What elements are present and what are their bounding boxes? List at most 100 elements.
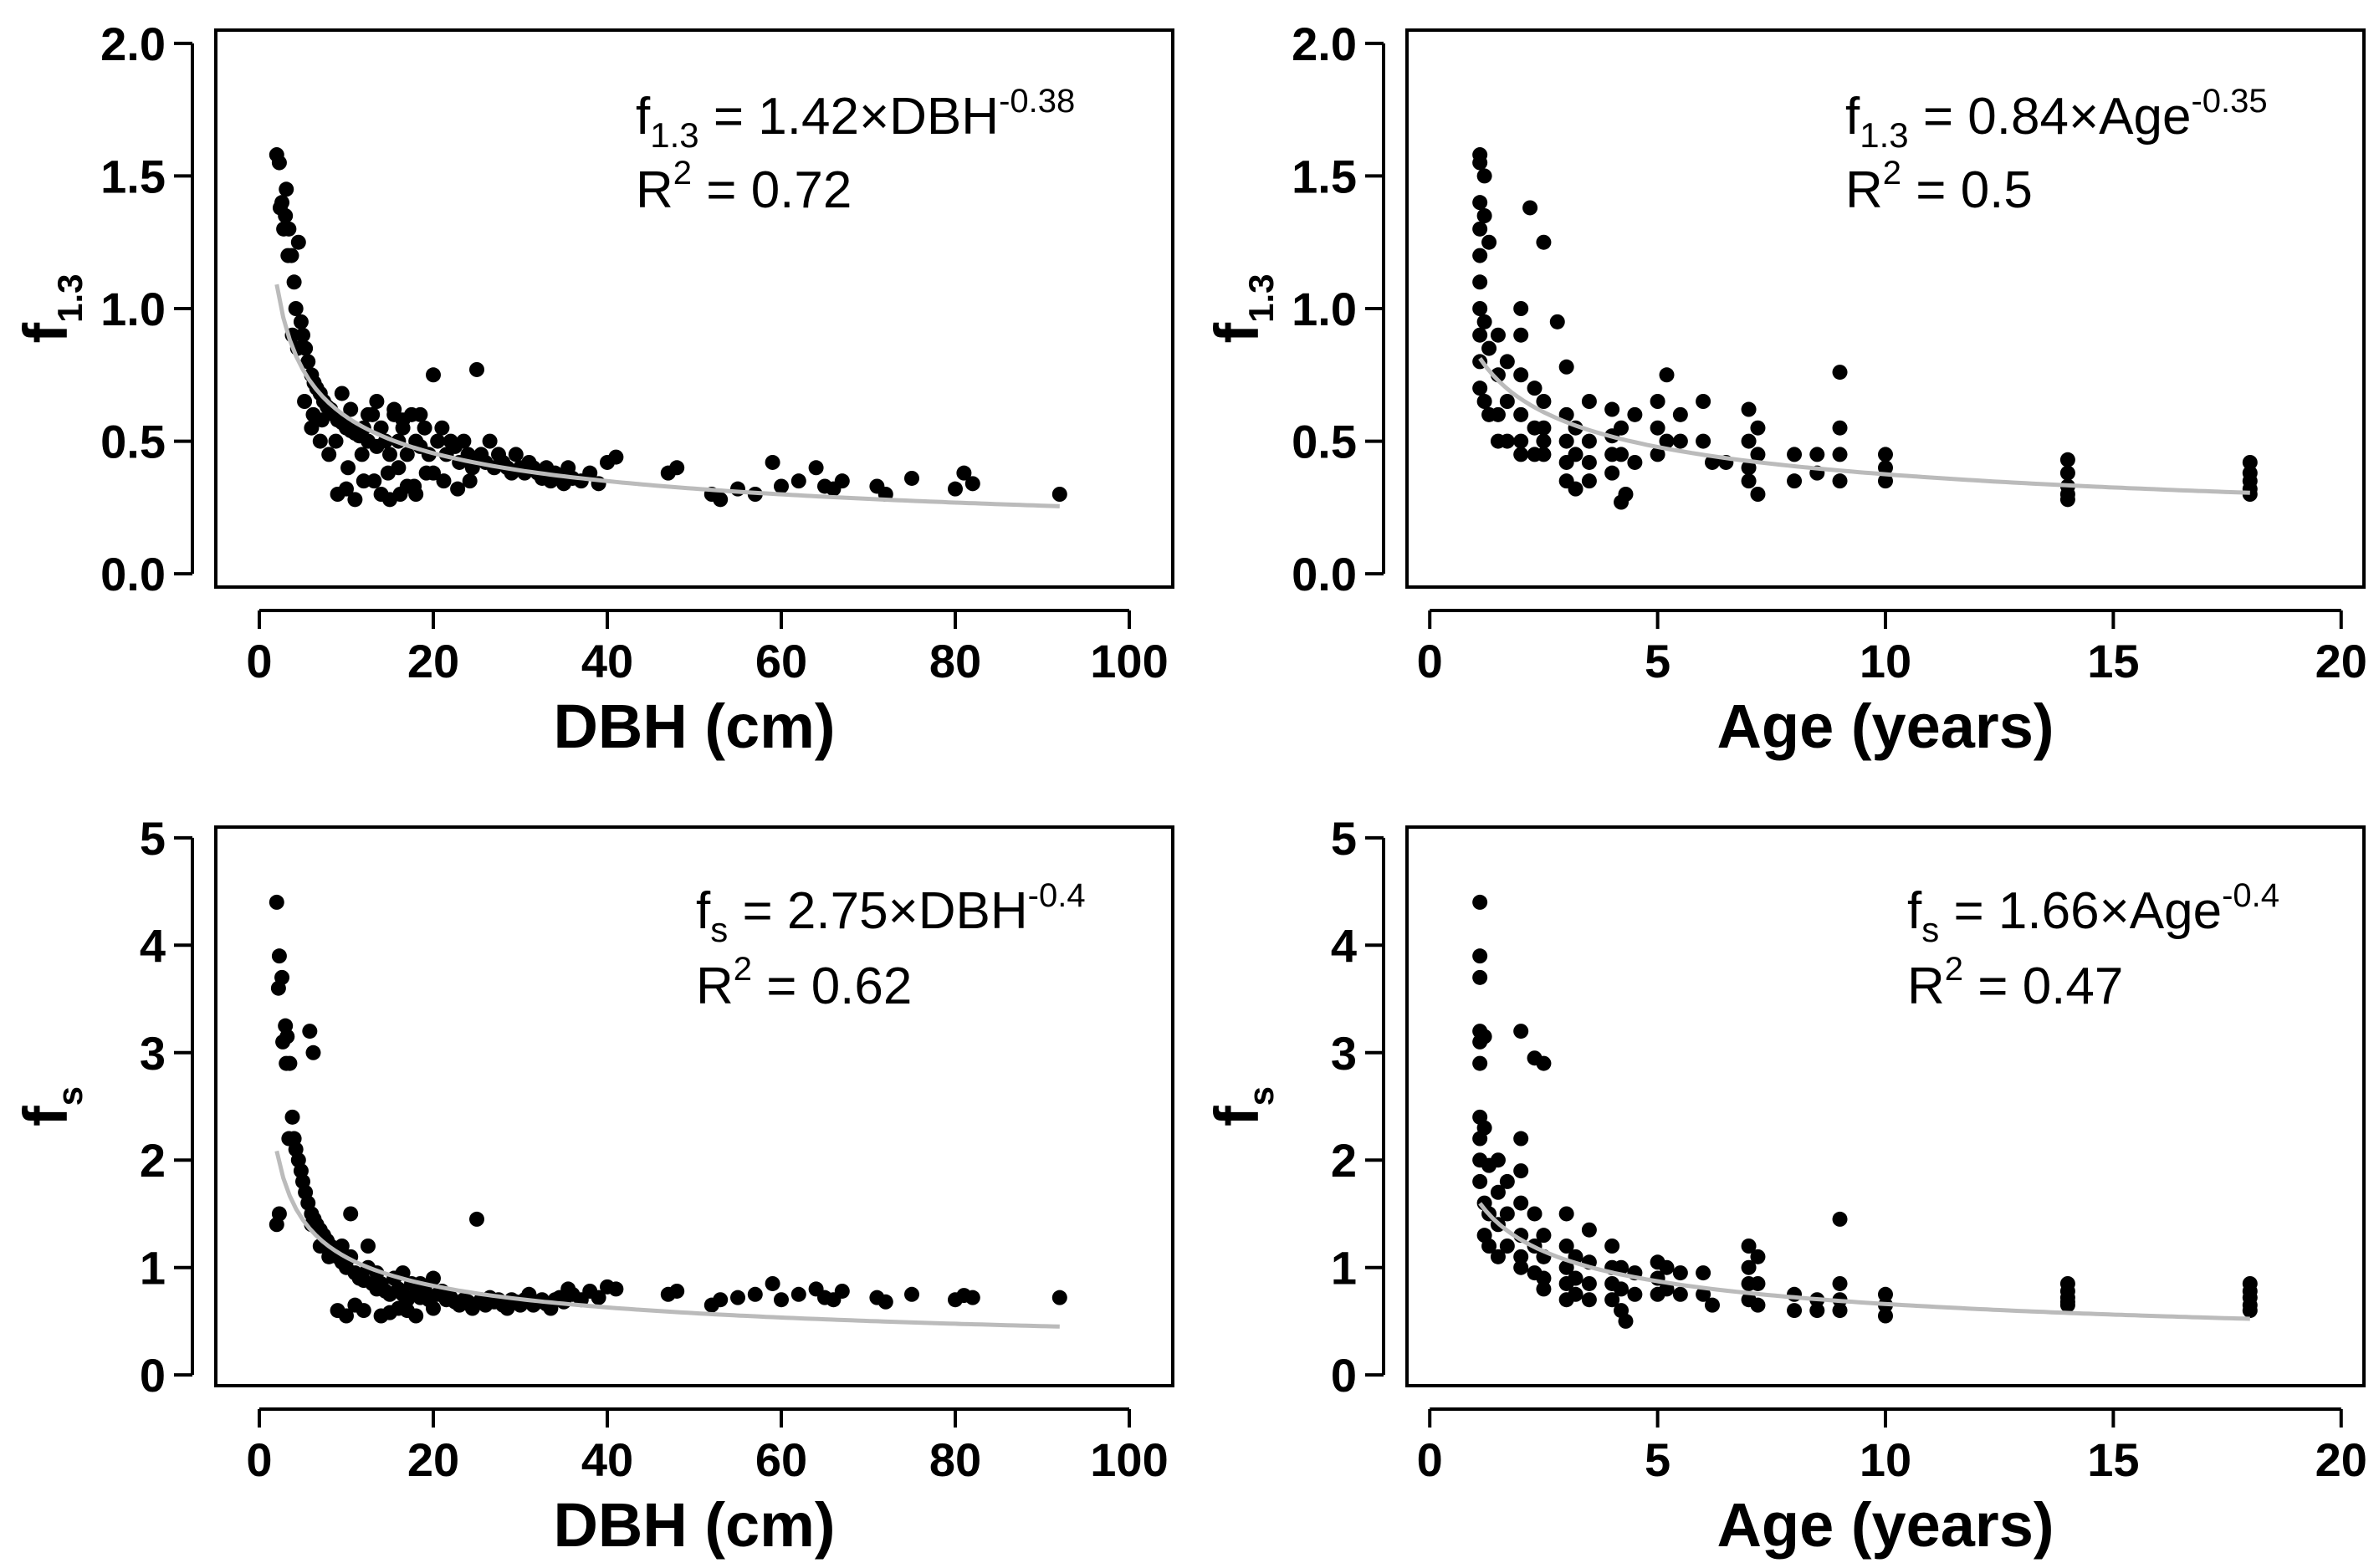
data-point: [1513, 1131, 1529, 1147]
data-point: [1581, 433, 1597, 449]
data-point: [1527, 1206, 1543, 1222]
data-point: [608, 1281, 624, 1297]
data-point: [314, 412, 330, 428]
data-point: [408, 487, 424, 502]
data-point: [361, 406, 376, 422]
data-point: [312, 433, 328, 449]
data-point: [288, 301, 304, 316]
data-point: [1581, 394, 1597, 409]
x-tick-label: 0: [246, 1433, 272, 1486]
panel-age-f13: 0 5 10 15 20 0.0 0.5 1.0 1.5 2.0 Age (years) f1.3 f1…: [1202, 18, 2367, 761]
data-point: [1558, 1239, 1574, 1254]
data-point: [280, 248, 296, 263]
data-point: [1704, 1297, 1720, 1313]
data-point: [1787, 1303, 1803, 1319]
data-point: [1614, 1259, 1629, 1275]
y-tick-label: 4: [140, 919, 166, 972]
fit-curve: [274, 1150, 1060, 1329]
data-point: [1558, 359, 1574, 375]
data-point: [279, 181, 294, 197]
data-point: [1513, 1259, 1529, 1275]
data-point: [271, 155, 287, 171]
x-tick-label: 20: [407, 1433, 459, 1486]
data-point: [1614, 420, 1629, 436]
x-tick-label: 0: [1417, 1433, 1443, 1486]
data-point: [1472, 1173, 1488, 1189]
data-point: [469, 361, 484, 377]
data-point: [1051, 487, 1067, 502]
data-point: [430, 433, 446, 449]
data-point: [1581, 473, 1597, 489]
data-point: [1472, 1055, 1488, 1071]
data-point: [369, 394, 385, 409]
data-point: [469, 1211, 484, 1227]
data-point: [356, 473, 371, 489]
data-point: [1741, 1259, 1757, 1275]
data-point: [1809, 1303, 1825, 1319]
data-point: [1878, 473, 1893, 489]
data-point: [1878, 460, 1893, 476]
data-point: [339, 1308, 354, 1324]
data-point: [1581, 1292, 1597, 1308]
fit-curve: [274, 283, 1060, 508]
data-point: [834, 1283, 850, 1299]
data-point: [276, 221, 292, 237]
data-points: [1472, 894, 2258, 1329]
r2-annotation: R2 = 0.47: [1907, 951, 2123, 1015]
data-point: [1568, 481, 1583, 497]
data-point: [1536, 234, 1552, 250]
data-point: [1650, 394, 1665, 409]
y-axis-title: fs: [11, 1086, 90, 1126]
r2-annotation: R2 = 0.5: [1845, 155, 2033, 219]
data-point: [2059, 492, 2075, 508]
data-point: [426, 1270, 441, 1286]
equation-annotation: f1.3 = 0.84×Age-0.35: [1845, 83, 2268, 155]
data-point: [1051, 1290, 1067, 1305]
data-point: [1536, 1228, 1552, 1244]
data-point: [399, 447, 415, 462]
x-tick-label: 10: [1860, 635, 1911, 687]
data-point: [426, 465, 441, 481]
data-point: [1832, 473, 1848, 489]
data-point: [1527, 381, 1543, 396]
y-tick-label: 2.0: [1292, 18, 1357, 70]
x-tick-label: 100: [1090, 1433, 1168, 1486]
data-point: [334, 1239, 350, 1254]
data-point: [713, 492, 729, 508]
data-point: [1604, 465, 1620, 481]
data-point: [808, 460, 824, 476]
y-tick-label: 5: [140, 812, 166, 865]
data-point: [1604, 401, 1620, 417]
data-point: [1476, 394, 1492, 409]
y-tick-label: 1.5: [100, 150, 166, 202]
data-point: [1513, 1024, 1529, 1039]
data-point: [271, 948, 287, 964]
data-point: [1476, 168, 1492, 184]
data-point: [297, 394, 313, 409]
data-point: [1472, 221, 1488, 237]
data-point: [1568, 1270, 1583, 1286]
x-tick-label: 0: [1417, 635, 1443, 687]
data-point: [417, 420, 432, 436]
x-tick-label: 80: [929, 1433, 981, 1486]
data-point: [450, 481, 466, 497]
data-point: [343, 1206, 359, 1222]
data-point: [272, 200, 288, 216]
x-tick-label: 5: [1645, 635, 1670, 687]
x-axis-title: Age (years): [1716, 692, 2054, 761]
data-point: [328, 433, 344, 449]
data-point: [271, 1206, 287, 1222]
data-point: [747, 1286, 763, 1302]
data-point: [1499, 1173, 1515, 1189]
data-point: [1741, 1239, 1757, 1254]
data-point: [1536, 433, 1552, 449]
y-tick-label: 1.5: [1292, 150, 1357, 202]
data-point: [1696, 433, 1711, 449]
data-point: [904, 470, 919, 486]
data-point: [1696, 394, 1711, 409]
y-tick-label: 2.0: [100, 18, 166, 70]
x-tick-label: 20: [2315, 635, 2367, 687]
data-point: [1490, 1152, 1506, 1168]
data-point: [1878, 447, 1893, 462]
data-point: [2059, 465, 2075, 481]
